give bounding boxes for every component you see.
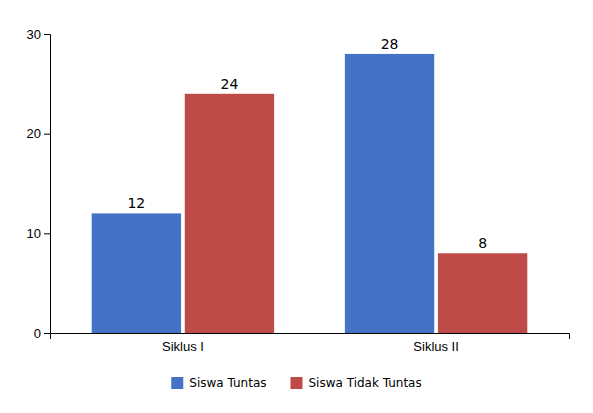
bars: [92, 54, 528, 333]
legend-label: Siswa Tuntas: [189, 376, 266, 390]
tick-label: Siklus I: [162, 339, 204, 354]
legend-label: Siswa Tidak Tuntas: [308, 376, 421, 390]
bar: [92, 213, 181, 333]
data-labels: 12 28 24 8: [127, 36, 487, 251]
tick-label: 20: [27, 126, 41, 141]
tick: Siklus II: [413, 339, 459, 354]
tick-label: 0: [34, 326, 41, 341]
tick-label: 30: [27, 27, 41, 42]
data-label: 8: [478, 235, 487, 251]
legend-swatch: [171, 377, 183, 389]
bar: [438, 253, 527, 333]
tick: 10: [27, 226, 50, 241]
tick-mark: [44, 333, 50, 334]
plot-area: 12 28 24 8 0 10 20 30 Siklus I Siklus II: [27, 27, 570, 355]
tick-mark: [44, 34, 50, 35]
chart-container: 12 28 24 8 0 10 20 30 Siklus I Siklus II Siswa Tun…: [0, 0, 593, 413]
bar: [345, 54, 434, 333]
data-label: 12: [127, 195, 145, 211]
legend-item: Siswa Tidak Tuntas: [290, 376, 421, 390]
chart-svg: 12 28 24 8 0 10 20 30 Siklus I Siklus II Siswa Tun…: [0, 0, 593, 413]
tick: 20: [27, 126, 50, 141]
axis-line: [44, 35, 51, 334]
tick: 0: [34, 326, 50, 341]
x-axis: Siklus I Siklus II: [51, 334, 570, 355]
legend-swatch: [290, 377, 302, 389]
y-axis: 0 10 20 30: [27, 27, 51, 341]
data-label: 24: [221, 76, 239, 92]
tick: 30: [27, 27, 50, 42]
tick: Siklus I: [162, 339, 204, 354]
bar: [185, 94, 274, 333]
tick-mark: [44, 134, 50, 135]
data-label: 28: [381, 36, 399, 52]
axis-line: [51, 334, 570, 340]
legend-item: Siswa Tuntas: [171, 376, 266, 390]
tick-label: 10: [27, 226, 41, 241]
legend: Siswa Tuntas Siswa Tidak Tuntas: [171, 376, 421, 390]
tick-label: Siklus II: [413, 339, 459, 354]
tick-mark: [44, 233, 50, 234]
